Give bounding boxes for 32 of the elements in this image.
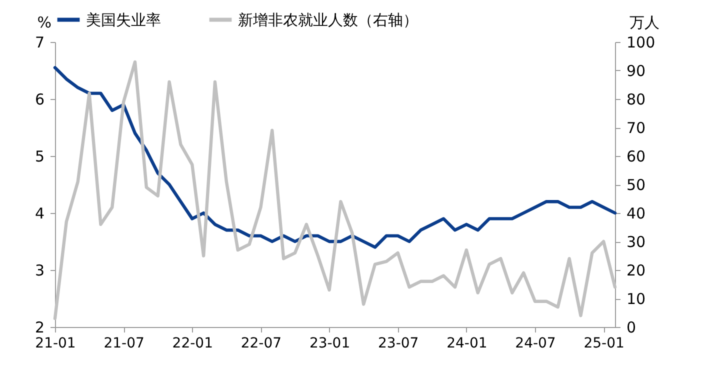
x-tick-label: 21-07: [104, 336, 144, 352]
y2-tick-label: 10: [626, 290, 646, 308]
line-series: [53, 60, 617, 320]
x-tick-label: 24-07: [515, 336, 556, 352]
y2-tick-label: 80: [626, 90, 646, 108]
x-tick-label: 21-01: [35, 336, 76, 352]
y2-tick-label: 90: [626, 62, 646, 80]
y2-tick-label: 30: [626, 233, 646, 251]
x-tick-label: 23-01: [309, 336, 350, 352]
x-tick-label: 22-01: [172, 336, 213, 352]
y2-tick-label: 60: [626, 148, 646, 166]
y-tick-label: 3: [34, 262, 44, 280]
x-tick-label: 25-01: [584, 336, 624, 352]
x-tick-label: 23-07: [378, 336, 419, 352]
legend-label: 美国失业率: [86, 10, 161, 29]
y-tick-label: 7: [34, 34, 44, 52]
y-axis-title: %: [37, 14, 52, 32]
y-tick-label: 2: [34, 318, 44, 336]
y-tick-label: 4: [34, 204, 44, 222]
line-series: [53, 66, 617, 249]
y2-tick-label: 20: [626, 262, 646, 280]
legend-label: 新增非农就业人数（右轴）: [238, 10, 418, 29]
y-tick-label: 5: [34, 148, 44, 166]
y-tick-label: 6: [34, 90, 44, 108]
x-tick-label: 22-07: [240, 336, 282, 352]
y2-axis-title: 万人: [630, 14, 660, 32]
y2-tick-label: 50: [626, 176, 646, 194]
y2-tick-label: 0: [626, 318, 636, 336]
y2-tick-label: 100: [626, 34, 656, 52]
x-tick-label: 24-01: [446, 336, 488, 352]
y2-tick-label: 70: [626, 119, 646, 137]
y2-tick-label: 40: [626, 204, 646, 222]
